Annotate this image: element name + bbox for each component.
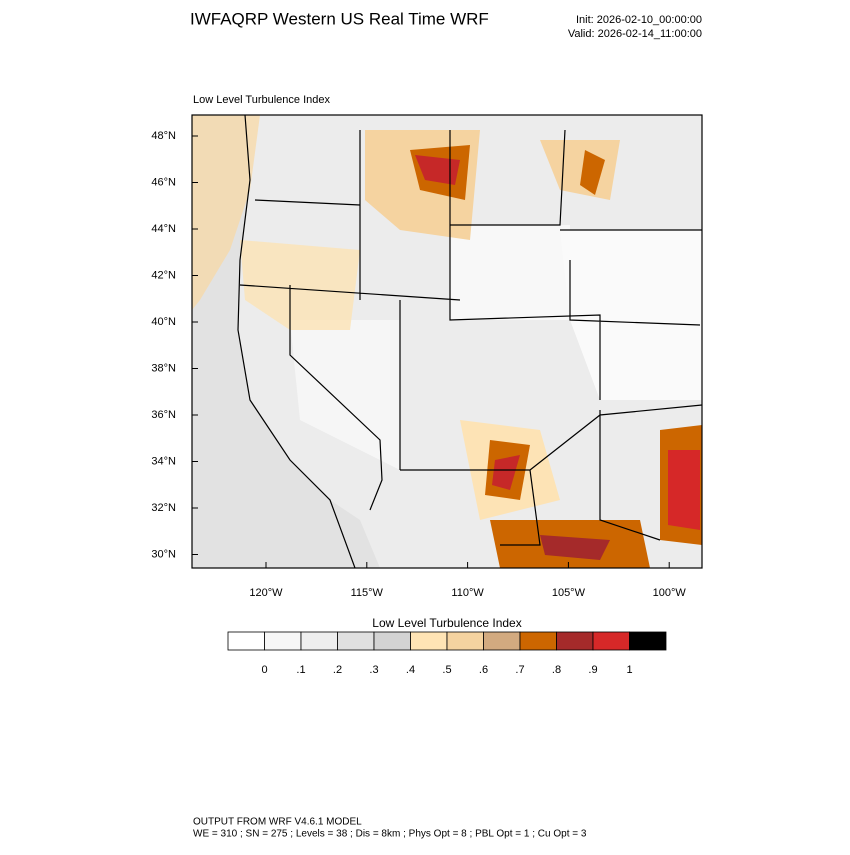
lat-label: 48°N: [151, 130, 176, 142]
lon-label: 105°W: [552, 587, 586, 599]
colorbar-box: [300, 631, 338, 651]
colorbar-title: Low Level Turbulence Index: [372, 616, 521, 630]
colorbar-label: 1: [626, 664, 632, 676]
colorbar-box: [227, 631, 265, 651]
footer-line: WE = 310 ; SN = 275 ; Levels = 38 ; Dis …: [193, 829, 587, 840]
colorbar-box: [556, 631, 594, 651]
colorbar-label: .4: [406, 664, 415, 676]
colorbar-box: [410, 631, 448, 651]
colorbar-label: .5: [442, 664, 451, 676]
colorbar-box: [264, 631, 302, 651]
colorbar-box: [446, 631, 484, 651]
lat-label: 42°N: [151, 269, 176, 281]
map-subtitle: Low Level Turbulence Index: [193, 94, 330, 106]
lat-label: 40°N: [151, 316, 176, 328]
colorbar-box: [592, 631, 630, 651]
lat-label: 32°N: [151, 502, 176, 514]
colorbar-box: [373, 631, 411, 651]
lat-label: 36°N: [151, 409, 176, 421]
init-time: Init: 2026-02-10_00:00:00: [576, 14, 702, 26]
lat-axis: 48°N 46°N 44°N 42°N 40°N 38°N 36°N 34°N 32°N 30°N: [151, 130, 198, 560]
lon-label: 100°W: [653, 587, 687, 599]
lat-label: 38°N: [151, 362, 176, 374]
footer-line: OUTPUT FROM WRF V4.6.1 MODEL: [193, 817, 362, 828]
colorbar-box: [519, 631, 557, 651]
colorbar-label: .3: [369, 664, 378, 676]
colorbar-label: .8: [552, 664, 561, 676]
map: [191, 114, 703, 569]
colorbar-box: [483, 631, 521, 651]
colorbar-label: .2: [333, 664, 342, 676]
lat-label: 30°N: [151, 548, 176, 560]
lat-label: 46°N: [151, 176, 176, 188]
colorbar-label: .7: [515, 664, 524, 676]
lon-label: 115°W: [351, 587, 384, 599]
valid-time: Valid: 2026-02-14_11:00:00: [568, 28, 702, 40]
title: IWFAQRP Western US Real Time WRF: [190, 9, 489, 28]
colorbar-box: [629, 631, 667, 651]
colorbar-label: 0: [261, 664, 267, 676]
lon-axis: 120°W 115°W 110°W 105°W 100°W: [249, 562, 686, 599]
colorbar-box: [337, 631, 375, 651]
colorbar-label: .6: [479, 664, 488, 676]
colorbar-label: .9: [588, 664, 597, 676]
lat-label: 34°N: [151, 455, 176, 467]
colorbar-label: .1: [296, 664, 305, 676]
lon-label: 120°W: [249, 587, 283, 599]
lat-label: 44°N: [151, 223, 176, 235]
colorbar: 0 .1 .2 .3 .4 .5 .6 .7 .8 .9 1: [227, 631, 667, 676]
lon-label: 110°W: [451, 587, 484, 599]
